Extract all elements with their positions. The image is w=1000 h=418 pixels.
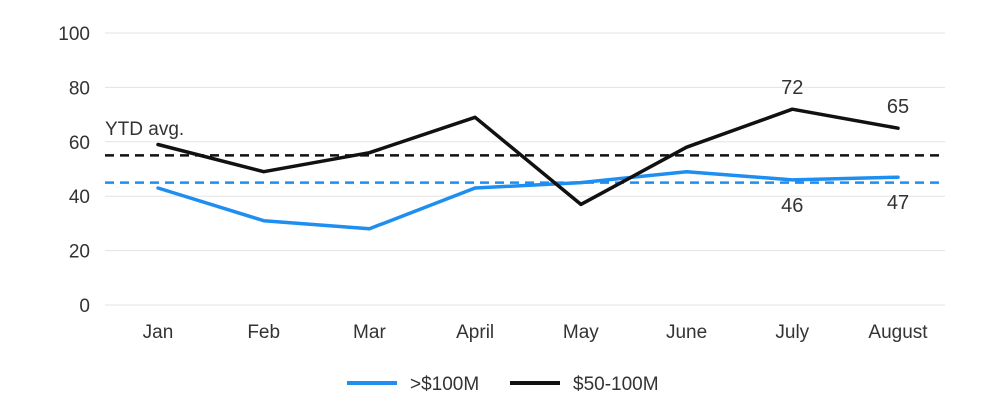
y-tick-label: 0: [79, 296, 90, 317]
series-lines: [156, 107, 900, 231]
x-tick-label: Jan: [143, 322, 174, 343]
data-label: 46: [781, 195, 803, 217]
data-label: 72: [781, 77, 803, 99]
y-tick-label: 100: [58, 24, 90, 45]
data-label: 65: [887, 96, 909, 118]
y-tick-label: 20: [69, 242, 90, 263]
y-tick-label: 80: [69, 78, 90, 99]
x-tick-label: June: [666, 322, 707, 343]
x-tick-label: July: [775, 322, 809, 343]
x-axis-ticks: Jan Feb Mar April May June July August: [143, 322, 929, 343]
series-line: [156, 169, 900, 231]
data-label: 47: [887, 192, 909, 214]
y-axis-ticks: 0 20 40 60 80 100: [58, 24, 90, 317]
x-tick-label: Feb: [247, 322, 280, 343]
gridlines: [105, 32, 945, 306]
y-tick-label: 40: [69, 187, 90, 208]
x-tick-label: May: [563, 322, 599, 343]
x-tick-label: April: [456, 322, 494, 343]
ytd-average-annotation: YTD avg.: [105, 119, 184, 140]
legend-label: $50-100M: [573, 374, 659, 395]
y-tick-label: 60: [69, 133, 90, 154]
series-line: [156, 107, 900, 207]
legend: >$100M $50-100M: [347, 374, 659, 395]
x-tick-label: August: [868, 322, 928, 343]
x-tick-label: Mar: [353, 322, 386, 343]
data-labels: 46 47 72 65: [781, 77, 909, 217]
ytd-average-lines: [105, 154, 945, 184]
legend-label: >$100M: [410, 374, 479, 395]
